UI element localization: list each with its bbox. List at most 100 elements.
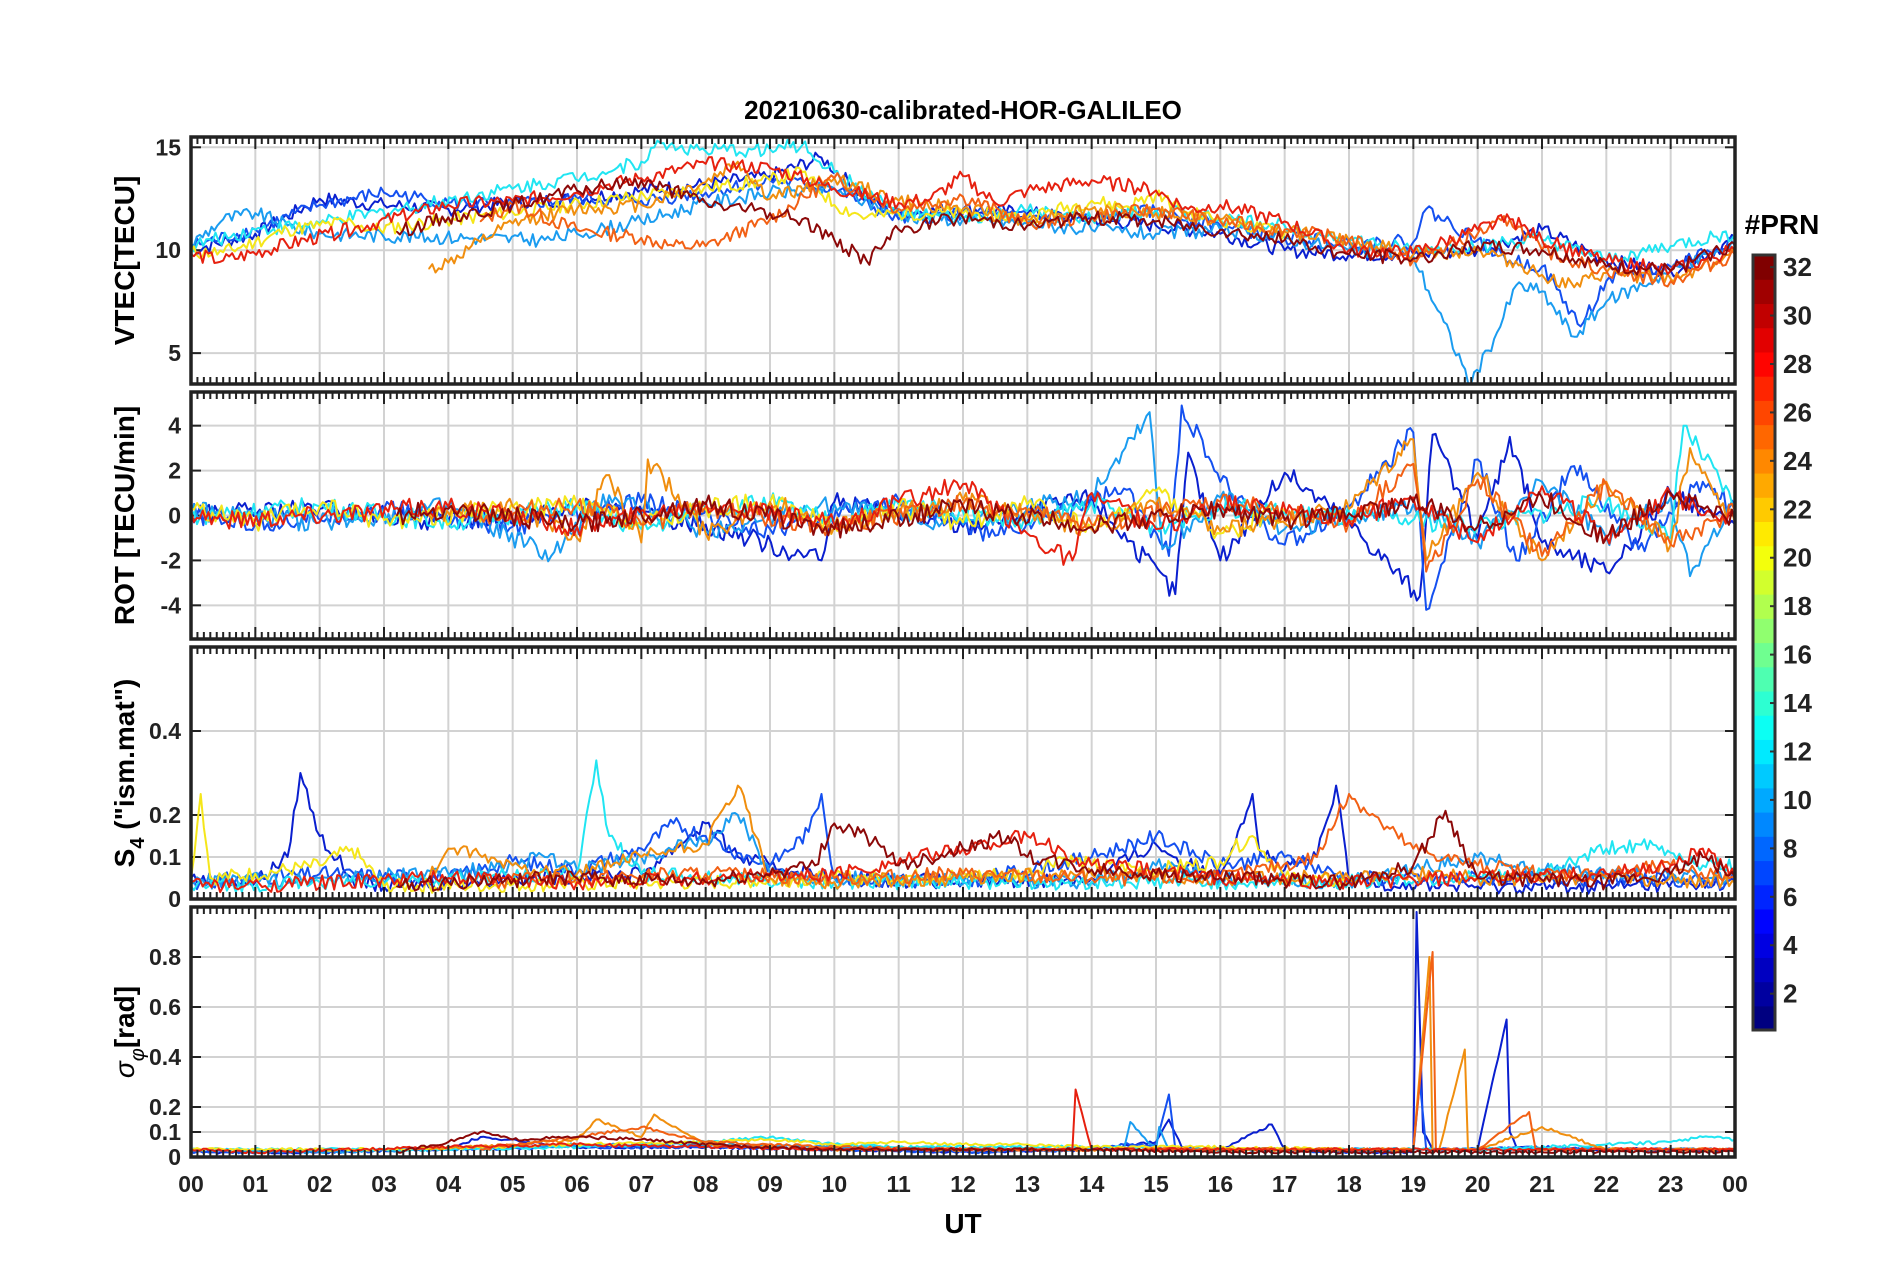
data-point-prn-5 [1219,864,1222,867]
data-point-prn-2 [1251,793,1254,795]
data-point-prn-20 [1232,847,1234,850]
data-point-prn-31 [1541,496,1543,499]
data-point-prn-12 [1026,210,1029,212]
data-point-prn-20 [318,505,321,508]
data-point-prn-12 [1605,847,1608,850]
data-point-prn-27 [1090,179,1093,182]
data-point-prn-20 [383,885,385,888]
data-point-prn-23 [511,222,514,225]
data-point-prn-9 [1219,496,1222,499]
data-point-prn-20 [222,251,224,254]
data-point-prn-23 [1509,259,1511,262]
data-point-prn-27 [1605,873,1608,875]
data-point-prn-27 [1669,864,1672,867]
data-point-prn-27 [769,167,771,169]
data-point-prn-9 [1541,290,1543,293]
data-point-prn-23 [1541,274,1543,276]
data-point-prn-2 [447,208,450,210]
data-point-prn-12 [1283,224,1286,227]
x-tick-label: 12 [950,1171,976,1197]
data-point-prn-2 [1168,1118,1170,1121]
data-point-prn-9 [1283,528,1286,530]
x-tick-label: 06 [564,1171,590,1197]
colorbar-tick-label: 2 [1783,979,1797,1009]
data-point-prn-12 [962,510,964,512]
data-point-prn-27 [994,202,996,204]
colorbar-tick-label: 26 [1783,397,1812,427]
data-point-prn-25 [704,1141,707,1143]
data-point-prn-2 [1219,232,1222,235]
data-point-prn-31 [1605,265,1608,268]
data-point-prn-27 [1412,496,1415,499]
data-point-prn-25 [640,523,643,526]
colorbar-bin [1753,618,1775,644]
data-point-prn-31 [1476,525,1479,528]
data-point-prn-23 [511,505,514,508]
rot-ytick-label: -2 [161,547,181,573]
data-point-prn-5 [704,191,707,194]
series-line-prn-9 [191,181,1735,384]
colorbar-tick-label: 28 [1783,349,1812,379]
data-point-prn-31 [640,179,643,182]
data-point-prn-23 [595,1118,598,1121]
x-tick-label: 20 [1465,1171,1491,1197]
data-point-prn-12 [1682,424,1685,427]
data-point-prn-31 [1541,249,1543,252]
data-point-prn-31 [447,507,450,510]
data-point-prn-12 [1283,512,1286,515]
data-point-prn-31 [704,881,707,883]
data-point-prn-31 [865,835,868,837]
data-point-prn-2 [1155,224,1157,227]
colorbar-bin [1753,690,1775,716]
data-point-prn-20 [1026,1143,1029,1146]
data-point-prn-27 [1476,228,1479,231]
x-tick-label: 08 [693,1171,719,1197]
x-tick-label: 00 [1722,1171,1748,1197]
data-point-prn-5 [704,835,707,837]
x-tick-label: 02 [307,1171,333,1197]
data-point-prn-27 [1219,503,1222,506]
s4-ytick-label: 0 [168,886,181,912]
colorbar-bin [1753,376,1775,401]
data-point-prn-31 [1026,856,1029,858]
data-point-prn-12 [640,160,643,163]
rot-ytick-label: -4 [161,592,182,618]
data-point-prn-5 [1168,555,1170,557]
data-point-prn-23 [833,881,836,883]
series-line-prn-25 [479,172,1735,288]
data-point-prn-23 [640,1136,643,1138]
colorbar-bin [1753,327,1775,353]
data-point-prn-5 [737,852,739,854]
data-point-prn-27 [897,202,900,204]
data-point-prn-25 [640,1126,643,1128]
colorbar-bin [1753,255,1775,280]
data-point-prn-25 [1090,523,1093,526]
data-point-prn-25 [1669,280,1672,282]
data-point-prn-31 [962,847,964,850]
series-line-prn-27 [191,156,1735,275]
x-tick-label: 18 [1336,1171,1362,1197]
data-point-prn-27 [1412,251,1415,254]
s4-series-group [191,759,1735,895]
data-point-prn-25 [672,245,675,247]
data-point-prn-31 [1412,257,1415,260]
data-point-prn-20 [286,228,289,231]
colorbar-tick-label: 22 [1783,494,1812,524]
data-point-prn-27 [1155,528,1157,530]
data-point-prn-31 [447,216,450,219]
data-point-prn-5 [1168,1093,1170,1096]
panel-vtec: 5 10 15 VTEC[TECU] [109,134,1737,386]
data-point-prn-2 [254,232,257,235]
x-tick-label: 21 [1529,1171,1555,1197]
data-point-prn-2 [479,1136,482,1138]
data-point-prn-20 [383,519,385,521]
data-point-prn-20 [1155,193,1157,196]
data-point-prn-9 [286,224,289,227]
data-point-prn-25 [1476,478,1479,481]
colorbar-tick-label: 8 [1783,833,1797,863]
vtec-series-group [191,139,1735,384]
data-point-prn-5 [1579,325,1582,328]
data-point-prn-23 [962,498,964,501]
data-point-prn-27 [640,177,643,179]
data-point-prn-5 [769,528,771,530]
